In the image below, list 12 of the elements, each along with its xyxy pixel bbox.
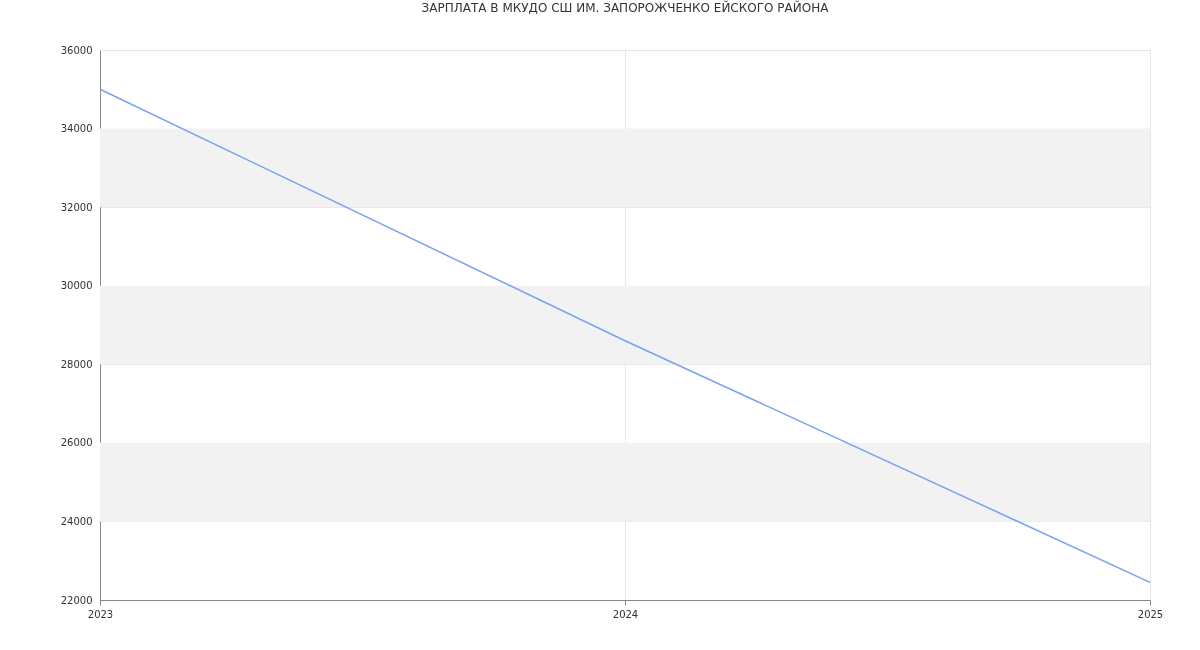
y-tick-label: 24000 (60, 515, 93, 527)
chart-title: ЗАРПЛАТА В МКУДО СШ ИМ. ЗАПОРОЖЧЕНКО ЕЙСКОГО РАЙОНА (421, 0, 830, 15)
y-tick-label: 28000 (60, 358, 93, 370)
y-tick-label: 26000 (60, 437, 93, 449)
y-tick-label: 30000 (60, 280, 93, 292)
y-tick-label: 34000 (60, 123, 93, 135)
x-tick-label: 2023 (87, 608, 114, 620)
y-tick-label: 32000 (60, 201, 93, 213)
x-tick-label: 2025 (1137, 608, 1164, 620)
x-tick-label: 2024 (612, 608, 639, 620)
y-tick-label: 22000 (60, 594, 93, 606)
y-tick-label: 36000 (60, 44, 93, 56)
